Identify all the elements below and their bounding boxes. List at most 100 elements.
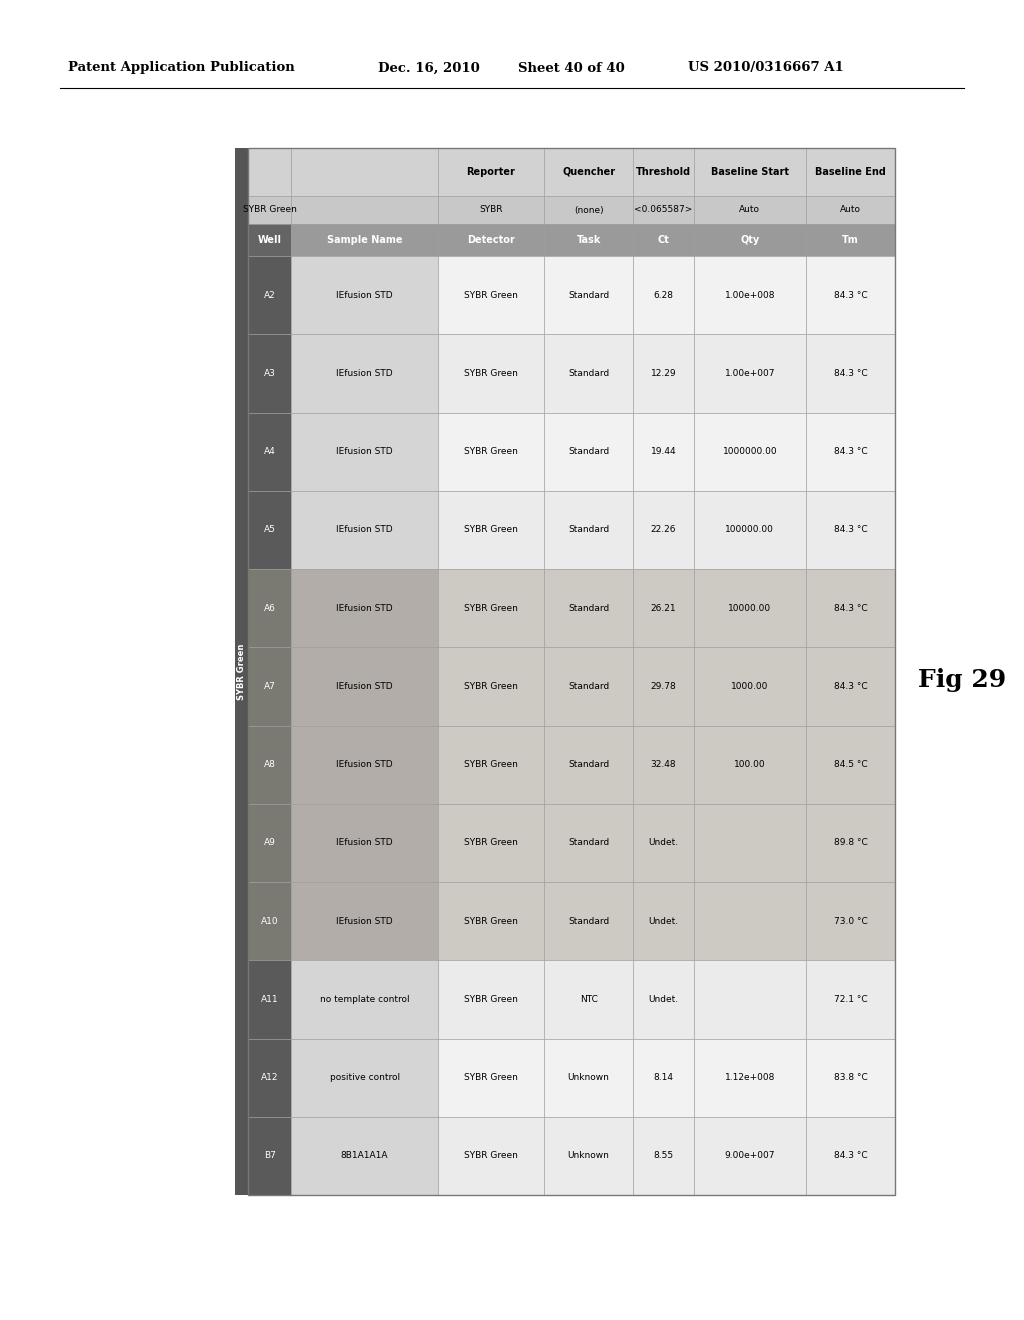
Bar [248,256,292,334]
Bar [694,1039,806,1117]
Text: SYBR Green: SYBR Green [464,760,518,770]
Text: A4: A4 [264,447,275,457]
Bar [292,1117,437,1195]
Bar [633,804,694,882]
Bar [544,1039,633,1117]
Text: 84.3 °C: 84.3 °C [834,1151,867,1160]
Bar [248,195,292,224]
Text: A6: A6 [264,603,275,612]
Bar [694,1117,806,1195]
Text: SYBR Green: SYBR Green [464,525,518,535]
Bar [694,195,806,224]
Text: A7: A7 [264,682,275,690]
Text: Standard: Standard [568,916,609,925]
Bar [694,804,806,882]
Text: 72.1 °C: 72.1 °C [834,995,867,1005]
Text: SYBR Green: SYBR Green [464,603,518,612]
Text: 1.00e+008: 1.00e+008 [725,290,775,300]
Text: Sheet 40 of 40: Sheet 40 of 40 [518,62,625,74]
Text: Unknown: Unknown [567,1073,609,1082]
Text: <0.065587>: <0.065587> [634,206,692,214]
Text: A3: A3 [264,368,275,378]
Bar [437,224,544,256]
Text: Quencher: Quencher [562,168,615,177]
Bar [544,412,633,491]
Text: A10: A10 [261,916,279,925]
Bar [292,256,437,334]
Text: Standard: Standard [568,447,609,457]
Bar [437,647,544,726]
Text: SYBR Green: SYBR Green [238,643,247,700]
Text: SYBR Green: SYBR Green [243,206,297,214]
Bar [633,960,694,1039]
Text: Sample Name: Sample Name [327,235,402,246]
Bar [806,569,895,647]
Bar [633,256,694,334]
Text: IEfusion STD: IEfusion STD [336,682,393,690]
Text: A9: A9 [264,838,275,847]
Text: Standard: Standard [568,290,609,300]
Text: IEfusion STD: IEfusion STD [336,447,393,457]
Bar [694,882,806,960]
Bar [292,334,437,412]
Text: Tm: Tm [842,235,859,246]
Bar [437,882,544,960]
Bar [694,491,806,569]
Text: IEfusion STD: IEfusion STD [336,760,393,770]
Text: Ct: Ct [657,235,670,246]
Bar [544,195,633,224]
Bar [544,148,633,195]
Bar [806,804,895,882]
Text: Reporter: Reporter [467,168,515,177]
Bar [292,195,437,224]
Text: 89.8 °C: 89.8 °C [834,838,867,847]
Text: Undet.: Undet. [648,838,679,847]
Bar [806,224,895,256]
Text: 29.78: 29.78 [650,682,677,690]
Text: A11: A11 [261,995,279,1005]
Bar [248,1117,292,1195]
Bar [437,412,544,491]
Bar [544,804,633,882]
Text: 19.44: 19.44 [650,447,676,457]
Bar [544,224,633,256]
Text: SYBR: SYBR [479,206,503,214]
Bar [437,1117,544,1195]
Bar [806,726,895,804]
Bar [292,224,437,256]
Bar [806,647,895,726]
Bar [292,1039,437,1117]
Text: 100.00: 100.00 [734,760,766,770]
Bar [292,148,437,195]
Text: Detector: Detector [467,235,515,246]
Bar [437,491,544,569]
Text: 10000.00: 10000.00 [728,603,771,612]
Text: 8B1A1A1A: 8B1A1A1A [341,1151,388,1160]
Bar [437,334,544,412]
Bar [806,1117,895,1195]
Bar [292,804,437,882]
Text: 1.00e+007: 1.00e+007 [725,368,775,378]
Bar [694,412,806,491]
Bar [633,412,694,491]
Bar [248,334,292,412]
Text: Dec. 16, 2010: Dec. 16, 2010 [378,62,480,74]
Bar [544,960,633,1039]
Bar [694,726,806,804]
Text: A12: A12 [261,1073,279,1082]
Text: A8: A8 [264,760,275,770]
Bar [544,491,633,569]
Text: 26.21: 26.21 [650,603,676,612]
Bar [292,491,437,569]
Bar [292,726,437,804]
Bar [806,412,895,491]
Text: IEfusion STD: IEfusion STD [336,838,393,847]
Text: IEfusion STD: IEfusion STD [336,603,393,612]
Bar [544,882,633,960]
Text: no template control: no template control [319,995,410,1005]
Bar [248,1039,292,1117]
Text: 84.3 °C: 84.3 °C [834,447,867,457]
Text: Auto: Auto [739,206,761,214]
Text: 83.8 °C: 83.8 °C [834,1073,867,1082]
Bar [806,960,895,1039]
